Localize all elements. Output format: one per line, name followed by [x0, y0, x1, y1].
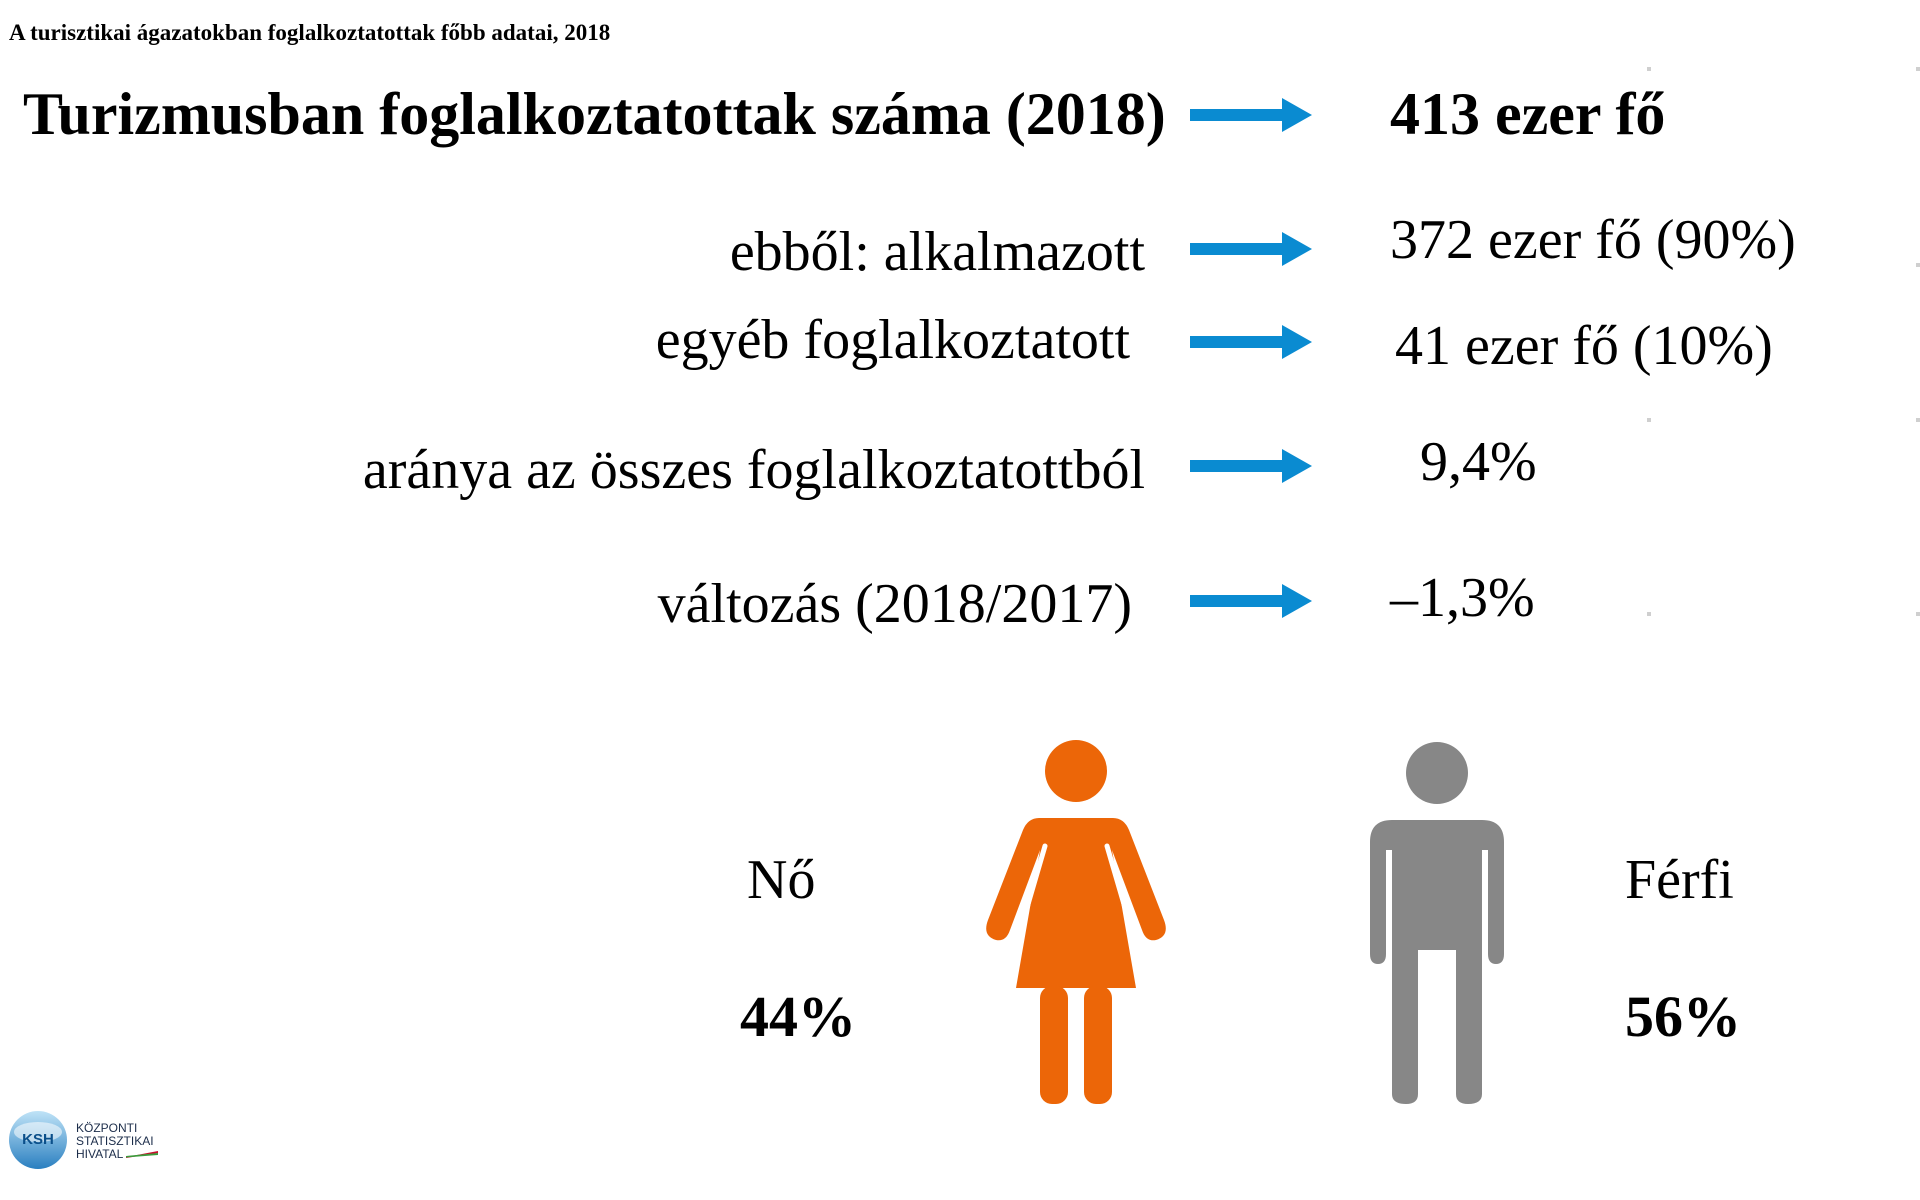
arrow-right-icon [1190, 325, 1312, 359]
ksh-logo-line3: HIVATAL [76, 1147, 124, 1161]
arrow-right-icon [1190, 232, 1312, 266]
row-label-other: egyéb foglalkoztatott [655, 309, 1130, 371]
ksh-logo-circle [9, 1111, 67, 1169]
decor-dot [1916, 418, 1920, 422]
row-label-share: aránya az összes foglalkoztatottból [362, 439, 1145, 501]
row-value-employee: 372 ezer fő (90%) [1390, 209, 1796, 271]
decor-dot [1647, 612, 1651, 616]
decor-dot [1916, 67, 1920, 71]
ksh-logo-abbr: KSH [22, 1131, 54, 1148]
row-label-change: változás (2018/2017) [657, 573, 1132, 635]
male-percentage: 56% [1625, 984, 1741, 1049]
female-percentage: 44% [740, 984, 856, 1049]
decor-dot [1647, 67, 1651, 71]
man-icon [1370, 742, 1504, 1104]
ksh-logo-line2: STATISZTIKAI [76, 1134, 154, 1148]
decor-dot [1916, 612, 1920, 616]
decor-dot [1647, 418, 1651, 422]
row-value-change: –1,3% [1390, 567, 1535, 629]
arrow-right-icon [1190, 449, 1312, 483]
subtitle: A turisztikai ágazatokban foglalkoztatot… [9, 20, 611, 45]
ksh-logo-line1: KÖZPONTI [76, 1121, 138, 1135]
female-label: Nő [747, 849, 816, 911]
row-value-share: 9,4% [1420, 431, 1537, 493]
male-label: Férfi [1625, 849, 1734, 911]
decor-dot [1916, 263, 1920, 267]
main-value: 413 ezer fő [1390, 81, 1666, 147]
woman-icon [986, 740, 1166, 1104]
arrow-right-icon [1190, 584, 1312, 618]
row-label-employee: ebből: alkalmazott [729, 221, 1145, 283]
ksh-logo: KSH KÖZPONTI STATISZTIKAI HIVATAL [8, 1110, 158, 1174]
main-label: Turizmusban foglalkoztatottak száma (201… [23, 81, 1166, 147]
row-value-other: 41 ezer fő (10%) [1395, 315, 1773, 377]
arrow-right-icon [1190, 98, 1312, 132]
ksh-logo-flag-stripe [126, 1151, 158, 1158]
